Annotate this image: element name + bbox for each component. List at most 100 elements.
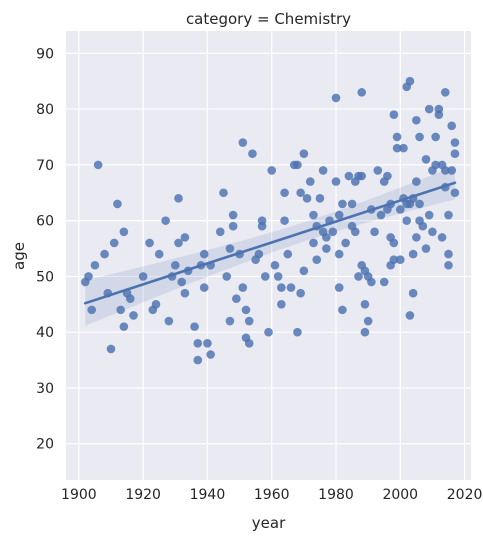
data-point bbox=[302, 194, 312, 203]
data-point bbox=[193, 339, 203, 348]
data-point bbox=[440, 166, 450, 175]
x-axis-label: year bbox=[252, 514, 286, 532]
data-point bbox=[408, 288, 418, 298]
data-point bbox=[129, 311, 138, 320]
data-point bbox=[412, 115, 421, 125]
data-point bbox=[444, 260, 453, 270]
data-point bbox=[328, 227, 338, 237]
data-point bbox=[119, 227, 129, 237]
data-point bbox=[170, 260, 180, 270]
data-point bbox=[260, 272, 270, 281]
x-tick-label: 1920 bbox=[125, 487, 161, 503]
data-point bbox=[309, 210, 318, 220]
data-point bbox=[267, 166, 277, 175]
data-point bbox=[450, 138, 460, 147]
data-point bbox=[199, 249, 209, 259]
x-tick-label: 1940 bbox=[190, 487, 226, 503]
data-point bbox=[244, 316, 254, 326]
data-point bbox=[389, 255, 399, 264]
data-point bbox=[232, 294, 241, 304]
data-point bbox=[293, 327, 302, 337]
data-point bbox=[389, 238, 399, 248]
y-axis-label: age bbox=[10, 242, 28, 270]
data-point bbox=[312, 255, 322, 264]
data-point bbox=[190, 322, 199, 331]
x-tick-label: 1960 bbox=[254, 487, 290, 503]
data-point bbox=[315, 194, 325, 203]
data-point bbox=[228, 210, 238, 220]
data-point bbox=[383, 171, 392, 181]
y-tick-label: 60 bbox=[36, 214, 54, 230]
y-tick-labels: 20 30 40 50 60 70 80 90 bbox=[36, 46, 54, 452]
data-point bbox=[119, 322, 129, 331]
data-point bbox=[350, 227, 360, 237]
data-point bbox=[447, 121, 457, 131]
x-tick-label: 2000 bbox=[382, 487, 418, 503]
data-point bbox=[331, 177, 341, 186]
data-point bbox=[444, 249, 453, 259]
plot-area bbox=[66, 31, 471, 480]
y-tick-label: 30 bbox=[36, 381, 54, 397]
x-tick-labels: 1900 1920 1940 1960 1980 2000 2020 bbox=[61, 487, 482, 503]
data-point bbox=[421, 154, 431, 164]
data-point bbox=[280, 216, 289, 225]
data-point bbox=[357, 171, 367, 181]
data-point bbox=[241, 305, 251, 315]
data-point bbox=[125, 294, 135, 304]
data-point bbox=[440, 88, 450, 97]
data-point bbox=[93, 160, 103, 170]
y-tick-label: 70 bbox=[36, 158, 54, 174]
y-tick-label: 40 bbox=[36, 325, 54, 341]
data-point bbox=[338, 305, 347, 315]
data-point bbox=[392, 132, 402, 142]
data-point bbox=[444, 210, 453, 220]
data-point bbox=[341, 238, 350, 248]
data-point bbox=[360, 300, 370, 309]
data-point bbox=[238, 138, 248, 147]
data-point bbox=[138, 272, 148, 281]
data-point bbox=[177, 277, 187, 287]
x-tick-label: 2020 bbox=[447, 487, 483, 503]
data-point bbox=[431, 160, 440, 170]
data-point bbox=[357, 88, 367, 97]
y-tick-label: 50 bbox=[36, 269, 54, 285]
data-point bbox=[363, 316, 373, 326]
data-point bbox=[331, 93, 341, 103]
data-point bbox=[174, 194, 183, 203]
data-point bbox=[100, 249, 109, 259]
data-point bbox=[199, 283, 209, 292]
data-point bbox=[273, 272, 283, 281]
data-point bbox=[280, 188, 289, 198]
data-point bbox=[424, 210, 434, 220]
data-point bbox=[109, 238, 119, 248]
data-point bbox=[264, 327, 273, 337]
data-point bbox=[283, 249, 293, 259]
data-point bbox=[392, 143, 402, 153]
data-point bbox=[145, 238, 154, 248]
data-point bbox=[334, 249, 344, 259]
data-point bbox=[428, 227, 437, 237]
data-point bbox=[151, 300, 161, 309]
data-point bbox=[395, 205, 405, 214]
data-point bbox=[203, 339, 212, 348]
data-point bbox=[222, 272, 232, 281]
data-point bbox=[225, 316, 235, 326]
data-point bbox=[228, 221, 238, 231]
data-point bbox=[379, 277, 389, 287]
data-point bbox=[113, 199, 122, 209]
chart-title: category = Chemistry bbox=[186, 10, 351, 28]
data-point bbox=[318, 166, 328, 175]
data-point bbox=[334, 283, 344, 292]
data-point bbox=[437, 233, 447, 242]
data-point bbox=[106, 344, 116, 354]
data-point bbox=[174, 238, 183, 248]
y-tick-label: 90 bbox=[36, 46, 54, 62]
data-point bbox=[421, 244, 431, 253]
y-tick-label: 20 bbox=[36, 437, 54, 453]
data-point bbox=[84, 272, 93, 281]
confidence-band-group bbox=[85, 165, 455, 326]
data-point bbox=[402, 216, 412, 225]
data-point bbox=[408, 249, 418, 259]
data-point bbox=[215, 227, 225, 237]
